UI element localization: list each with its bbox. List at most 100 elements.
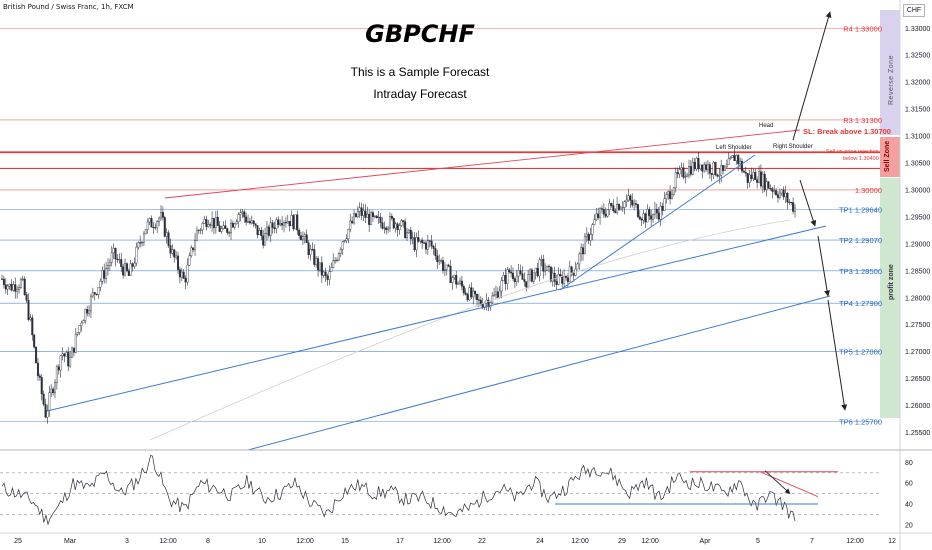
candle-body-378 [716,174,719,177]
candle-body-336 [636,204,639,217]
currency-badge[interactable]: CHF [903,4,925,17]
candle-body-413 [782,189,785,198]
candle-body-219 [415,237,418,251]
left-shoulder-label: Left Shoulder [716,145,752,151]
candle-body-258 [489,302,492,308]
candle-body-171 [324,271,327,277]
candle-body-168 [318,262,321,271]
candle-body-297 [563,275,566,284]
candle-body-143 [271,222,274,228]
candle-body-197 [373,215,376,217]
candle-body-416 [788,201,791,203]
time-tick-10: 22 [478,538,486,545]
candle-body-47 [89,295,92,312]
candle-body-58 [110,252,113,263]
candle-body-208 [394,223,397,229]
candle-body-206 [390,216,393,219]
candle-body-294 [557,274,560,285]
candle-body-298 [564,275,567,278]
time-tick-17: 7 [810,538,814,545]
forecast-arrows [792,11,848,411]
candle-body-327 [619,207,622,211]
candle-body-122 [231,222,234,228]
candle-body-156 [296,214,299,231]
candle-body-388 [735,155,738,162]
candle-body-173 [328,271,331,280]
price-tick-6: 1.30000 [905,187,930,194]
price-tick-12: 1.27000 [905,349,930,356]
candle-body-17 [33,334,36,348]
candle-body-337 [638,216,641,220]
rsi-panel: 80 60 40 20 [0,449,932,529]
price-tick-1: 1.32500 [905,53,930,60]
rsi-tick-1: 60 [905,481,913,488]
candle-body-84 [159,212,162,219]
forecast-arrow-3 [827,299,848,411]
candle-body-419 [794,207,797,212]
candle-body-3 [6,285,9,290]
price-axis[interactable]: 1.33000 1.32500 1.32000 1.31500 1.31000 1.305… [899,0,930,550]
reverse-zone-label: Reverse Zone [888,55,895,105]
candle-body-1 [2,278,5,285]
lower-trendline-1 [46,225,827,412]
chart-annotations: Head Left Shoulder Right Shoulder SL: Br… [716,55,895,300]
candle-body-72 [137,242,140,248]
candle-body-164 [311,248,314,250]
candle-body-240 [455,275,458,285]
candle-body-393 [744,171,747,174]
candle-body-160 [303,234,306,237]
candle-body-355 [672,187,675,195]
candle-body-259 [491,295,494,303]
candle-body-313 [593,219,596,225]
candle-body-277 [525,281,528,288]
candle-body-198 [375,215,378,218]
candle-body-201 [381,222,384,229]
candle-body-369 [699,164,702,170]
symbol-header[interactable]: British Pound / Swiss Franc, 1h, FXCM [3,3,134,11]
candle-body-71 [135,246,138,264]
candle-body-360 [682,167,685,178]
candle-body-56 [106,265,109,269]
candle-body-358 [678,169,681,175]
time-axis[interactable]: 25 Mar 3 12:00 8 10 12:00 15 17 12:00 22 24 12:00 29 1… [0,532,932,545]
price-tick-9: 1.28500 [905,268,930,275]
candle-body-216 [409,229,412,240]
candle-body-83 [158,217,161,222]
candle-body-372 [705,164,708,170]
candle-body-392 [742,170,745,173]
candle-body-205 [388,216,391,229]
candle-body-187 [354,213,357,217]
candle-body-88 [167,232,170,246]
candle-body-37 [71,347,74,358]
candle-body-147 [279,223,282,225]
time-tick-2: 3 [125,538,129,545]
candle-body-189 [358,207,361,212]
candle-body-142 [269,222,272,236]
candle-body-73 [139,242,142,244]
candle-body-308 [583,236,586,255]
rsi-tick-3: 20 [905,522,913,529]
candle-body-362 [686,174,689,177]
candle-body-289 [547,265,550,267]
candle-body-225 [426,240,429,250]
candle-body-140 [265,226,268,234]
candle-body-395 [748,174,751,183]
candle-body-99 [188,255,191,266]
candle-body-180 [341,241,344,250]
candle-body-396 [750,174,753,179]
candle-body-151 [286,221,289,224]
candle-body-82 [156,221,159,228]
candle-body-89 [169,245,172,254]
neckline [559,154,756,291]
candle-body-19 [36,362,39,377]
chart-subtitle-2: Intraday Forecast [373,87,467,101]
candle-body-5 [10,284,13,291]
level-label-6: TP2 1.29070 [839,236,882,245]
candle-body-185 [351,220,354,224]
candle-body-112 [212,218,215,229]
candle-body-116 [220,228,223,232]
candle-body-26 [50,388,53,393]
candle-body-183 [347,229,350,239]
candle-body-301 [570,266,573,273]
level-label-4: 1.30000 [855,186,882,195]
